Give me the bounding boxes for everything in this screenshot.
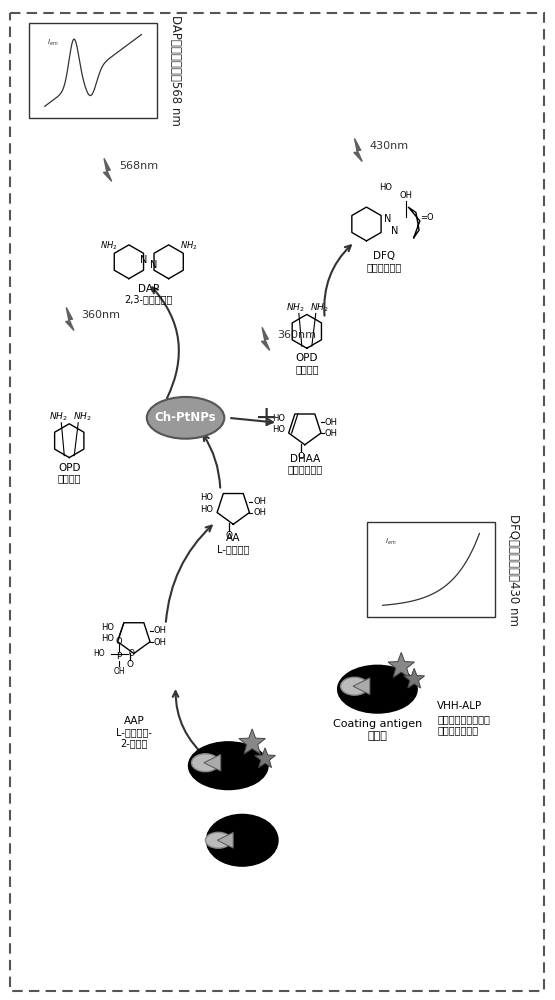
Text: OPD: OPD [58, 463, 80, 473]
Text: OH: OH [325, 429, 338, 438]
Text: 杀虫磷纳米抚体: 杀虫磷纳米抚体 [437, 725, 478, 735]
Text: N: N [384, 214, 391, 224]
Text: OH: OH [253, 508, 266, 517]
Text: 568nm: 568nm [119, 161, 158, 171]
Text: HO: HO [379, 183, 392, 192]
Ellipse shape [206, 814, 278, 866]
Text: 360nm: 360nm [277, 330, 316, 340]
Text: HO: HO [272, 425, 285, 434]
Text: =O: =O [420, 213, 434, 222]
Text: AAP: AAP [124, 716, 144, 726]
Text: N: N [150, 260, 158, 270]
Ellipse shape [191, 754, 219, 772]
Text: O: O [226, 531, 233, 540]
Text: $NH_2$: $NH_2$ [180, 240, 198, 252]
Text: 包被原: 包被原 [367, 731, 387, 741]
Text: DHAA: DHAA [290, 454, 320, 464]
Text: OH: OH [325, 418, 338, 427]
Text: OH: OH [113, 667, 125, 676]
Text: $NH_2$: $NH_2$ [286, 301, 305, 314]
Text: $NH_2$: $NH_2$ [49, 411, 68, 423]
Bar [29, 23, 157, 118]
Text: Ch-PtNPs: Ch-PtNPs [155, 411, 216, 424]
Text: 邻苯二胺: 邻苯二胺 [295, 364, 319, 374]
Text: $NH_2$: $NH_2$ [73, 411, 92, 423]
Polygon shape [103, 158, 112, 181]
Text: HO: HO [93, 649, 105, 658]
Polygon shape [261, 327, 270, 350]
Text: 430nm: 430nm [370, 141, 408, 151]
Ellipse shape [147, 397, 224, 439]
Ellipse shape [205, 832, 231, 848]
Polygon shape [354, 139, 362, 161]
Text: 2-磷酸酯: 2-磷酸酯 [120, 738, 148, 748]
Text: DAP: DAP [138, 284, 159, 294]
Ellipse shape [337, 665, 417, 713]
Text: 360nm: 360nm [81, 310, 120, 320]
Text: 咖啡因衍生物: 咖啡因衍生物 [367, 262, 402, 272]
Text: AA: AA [226, 533, 240, 543]
Ellipse shape [341, 677, 369, 695]
Text: HO: HO [101, 623, 114, 632]
Text: HO: HO [272, 414, 285, 423]
Text: Coating antigen: Coating antigen [333, 719, 422, 729]
Polygon shape [239, 729, 265, 754]
Polygon shape [388, 652, 415, 678]
Text: DFQ: DFQ [374, 251, 395, 261]
Text: $I_{em}$: $I_{em}$ [385, 537, 396, 547]
Text: 邻苯二胺: 邻苯二胺 [58, 473, 81, 483]
Text: VHH-ALP: VHH-ALP [437, 701, 482, 711]
Text: OPD: OPD [296, 353, 318, 363]
Text: OH: OH [253, 497, 266, 506]
Text: OH: OH [400, 191, 413, 200]
Bar [367, 522, 495, 617]
Polygon shape [218, 832, 233, 848]
Text: O: O [297, 452, 305, 461]
Polygon shape [353, 678, 370, 695]
Text: 2,3-二氧基呅宁: 2,3-二氧基呅宁 [124, 295, 173, 305]
Polygon shape [65, 307, 74, 330]
Text: L-抗坑血酸: L-抗坑血酸 [217, 544, 249, 554]
Text: $I_{em}$: $I_{em}$ [47, 38, 58, 48]
Text: P: P [117, 652, 122, 661]
Text: HO: HO [101, 634, 114, 643]
Text: DAP荧光发射峰为568 nm: DAP荧光发射峰为568 nm [169, 15, 181, 126]
Text: OH: OH [154, 626, 167, 635]
Ellipse shape [189, 742, 268, 790]
Text: HO: HO [200, 505, 213, 514]
Polygon shape [255, 748, 275, 768]
Text: DFQ荧光发射峰为430 nm: DFQ荧光发射峰为430 nm [507, 514, 519, 626]
Text: O: O [116, 637, 123, 646]
Text: HO: HO [200, 493, 213, 502]
Polygon shape [204, 754, 221, 771]
Text: 脱氢抗坑血酸: 脱氢抗坑血酸 [287, 465, 322, 475]
Text: N: N [391, 226, 398, 236]
Text: +: + [255, 404, 279, 432]
Polygon shape [404, 668, 425, 688]
Text: OH: OH [154, 638, 167, 647]
Text: L-抗坑血酸-: L-抗坑血酸- [116, 727, 152, 737]
Text: $NH_2$: $NH_2$ [310, 301, 329, 314]
Text: O: O [127, 660, 134, 669]
Text: $NH_2$: $NH_2$ [100, 240, 118, 252]
Text: N: N [140, 255, 148, 265]
Text: O: O [129, 649, 134, 658]
Text: 融合了碷性磷酸酶的: 融合了碷性磷酸酶的 [437, 714, 490, 724]
